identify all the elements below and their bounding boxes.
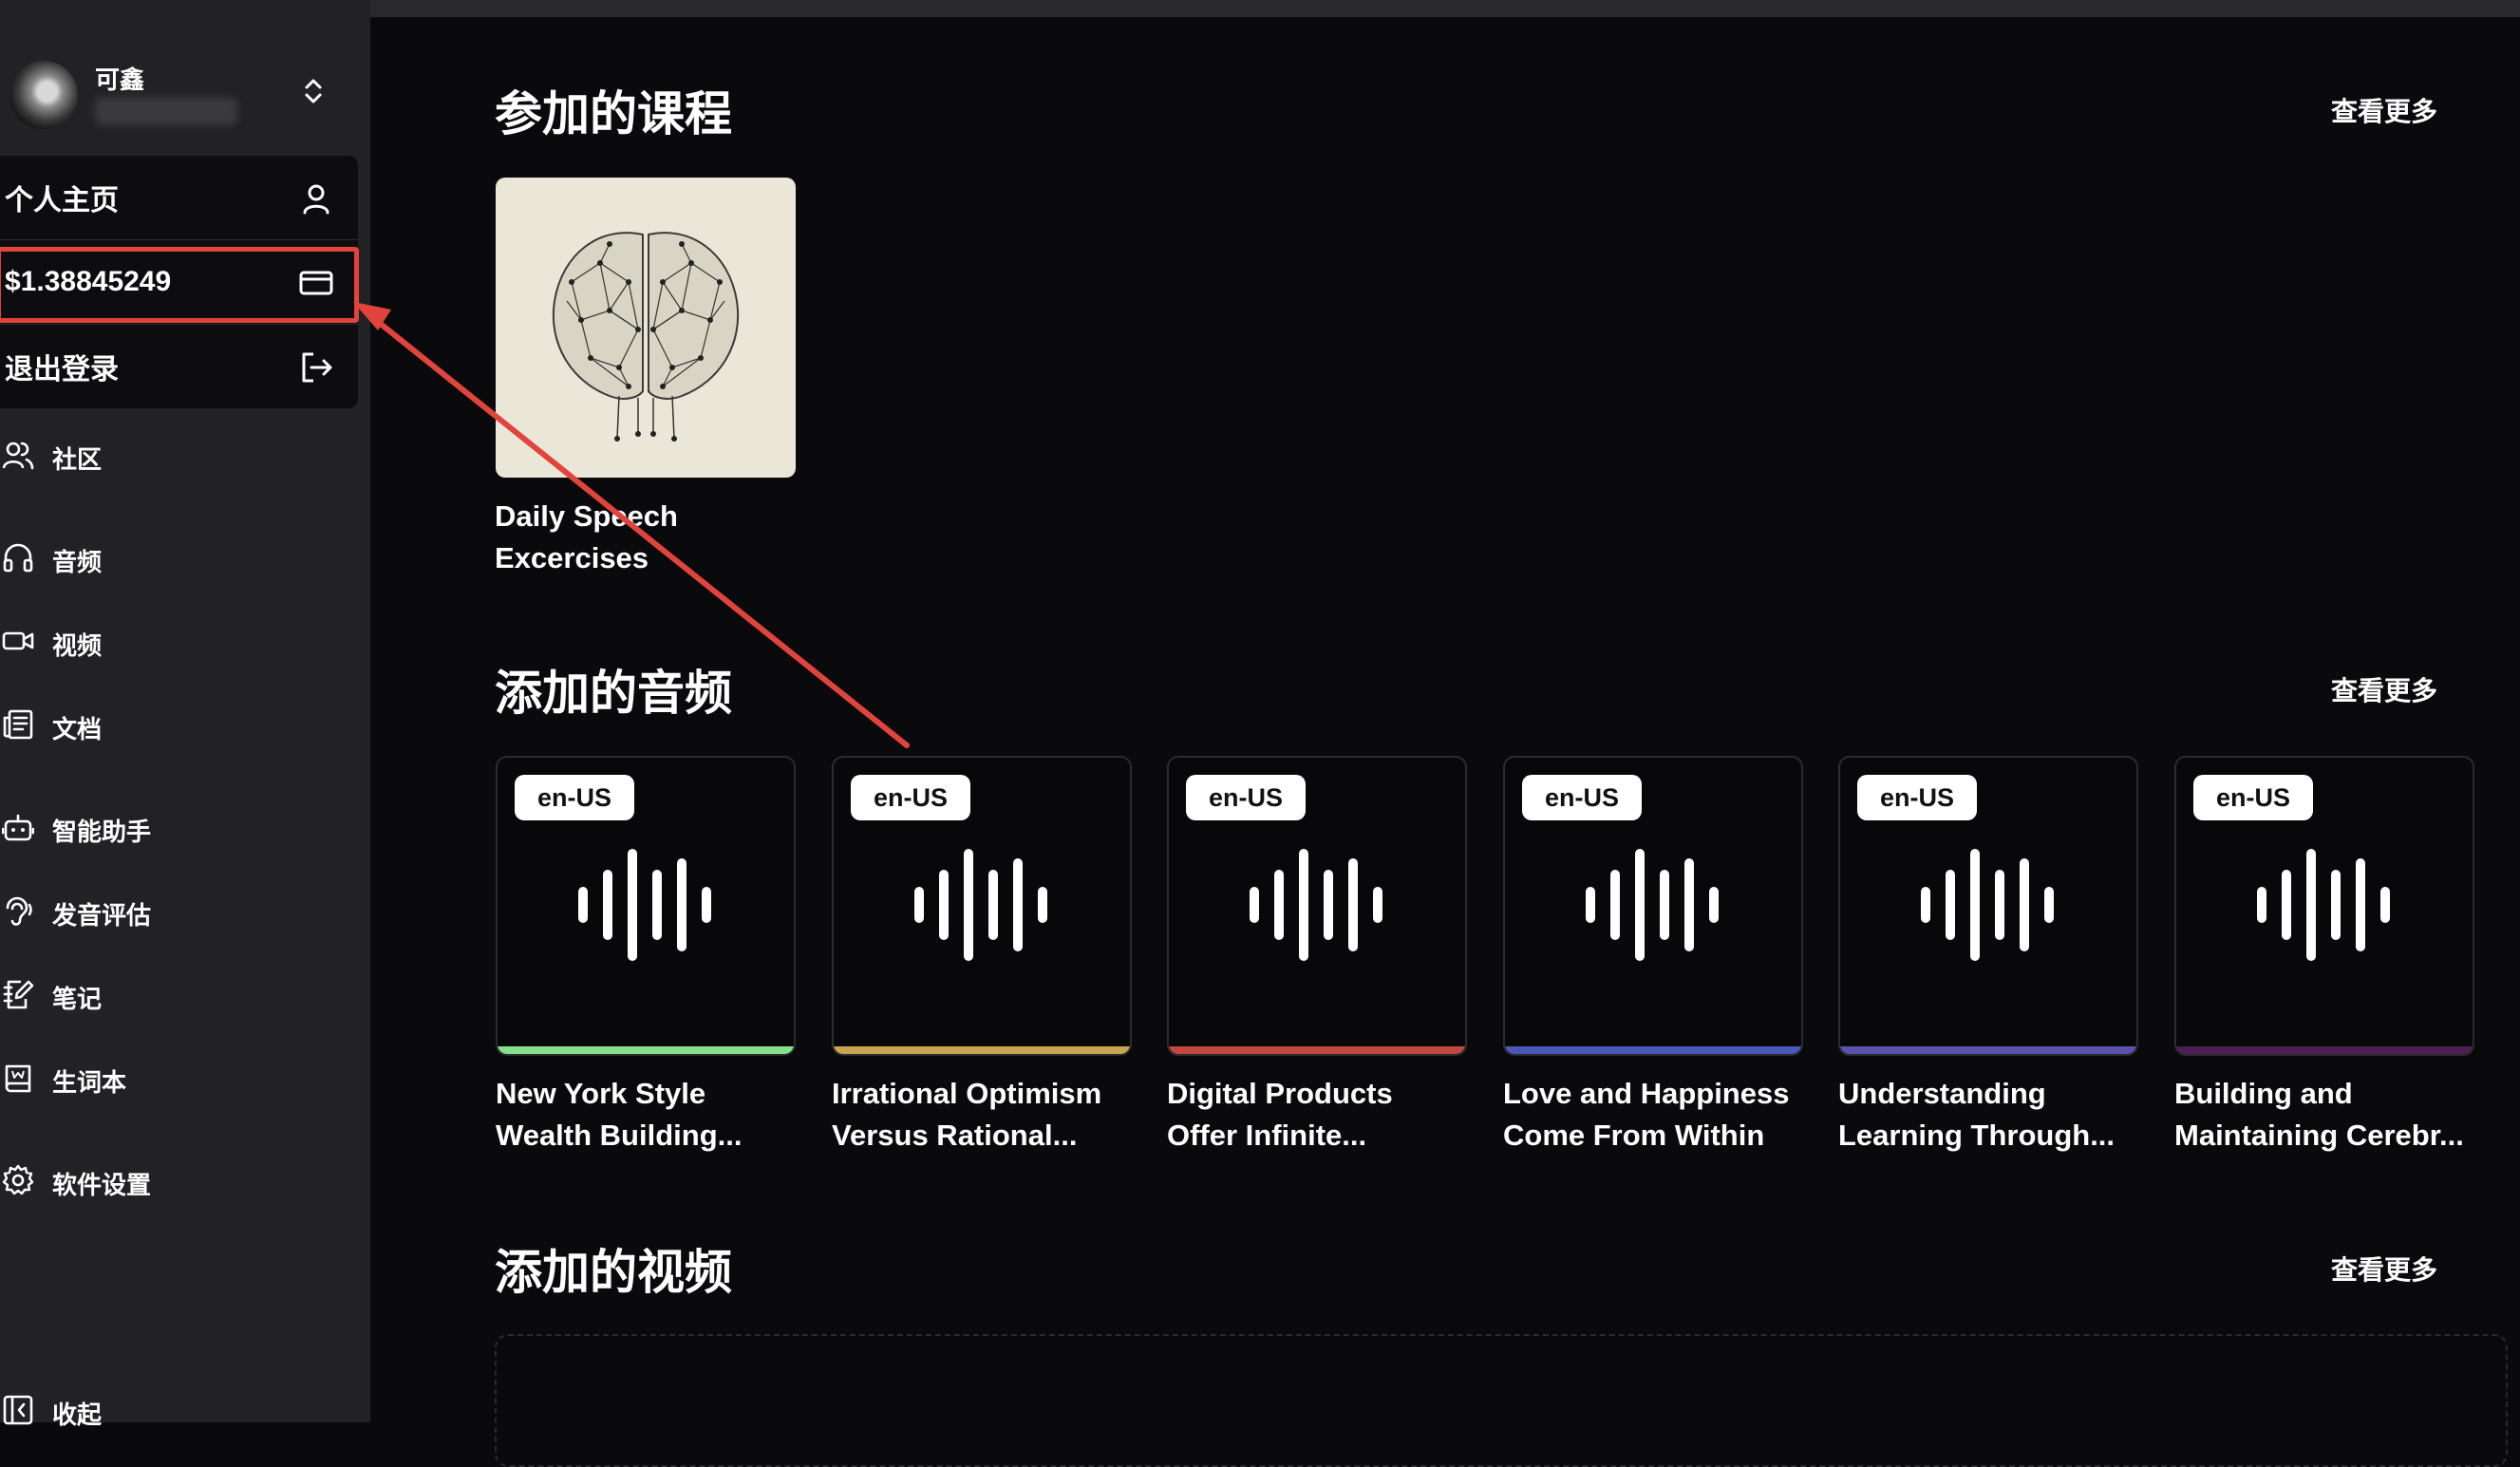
nav-video-label: 视频 <box>52 631 103 660</box>
audio-title[interactable]: Building and Maintaining Cerebr... <box>2174 1077 2464 1152</box>
nav-vocabulary-label: 生词本 <box>52 1068 127 1097</box>
nav-notes[interactable]: 笔记 <box>0 970 361 1018</box>
course-card-thumbnail[interactable] <box>496 178 796 478</box>
audio-title[interactable]: Irrational Optimism Versus Rational... <box>832 1077 1102 1152</box>
nav-video[interactable]: 视频 <box>0 617 361 665</box>
nav-documents-label: 文档 <box>52 715 103 743</box>
audio-title[interactable]: Love and Happiness Come From Within <box>1503 1077 1790 1152</box>
logout-label: 退出登录 <box>5 354 119 386</box>
nav-community-label: 社区 <box>52 445 103 474</box>
menu-divider <box>0 324 358 325</box>
card-accent-bar <box>1169 1046 1465 1054</box>
audio-waveform-icon <box>578 849 711 961</box>
logout-menu-item[interactable]: 退出登录 <box>0 325 358 408</box>
avatar[interactable] <box>9 61 78 129</box>
nav-settings-label: 软件设置 <box>52 1171 152 1199</box>
card-accent-bar <box>498 1046 794 1054</box>
audio-title[interactable]: Digital Products Offer Infinite... <box>1167 1077 1393 1152</box>
nav-notes-label: 笔记 <box>52 985 103 1013</box>
audio-waveform-icon <box>1586 849 1719 961</box>
audio-card[interactable]: en-US <box>1503 756 1803 1056</box>
nav-pronunciation-label: 发音评估 <box>52 901 152 930</box>
nav-assistant-label: 智能助手 <box>52 818 152 846</box>
sidebar-collapse-icon <box>3 1395 33 1425</box>
newspaper-icon <box>3 709 33 740</box>
nav-audio-label: 音频 <box>52 548 103 576</box>
language-badge: en-US <box>1522 775 1643 820</box>
card-accent-bar <box>1840 1046 2136 1054</box>
audio-card[interactable]: en-US <box>832 756 1132 1056</box>
bot-icon <box>2 814 34 841</box>
collapse-label: 收起 <box>52 1401 103 1429</box>
videos-see-more-link[interactable]: 查看更多 <box>2331 1255 2438 1285</box>
logout-icon <box>302 352 332 383</box>
audio-title[interactable]: New York Style Wealth Building... <box>496 1077 743 1152</box>
language-badge: en-US <box>851 775 971 820</box>
collapse-sidebar-button[interactable]: 收起 <box>0 1386 361 1434</box>
menu-divider <box>0 239 358 240</box>
annotation-arrow <box>353 302 910 748</box>
users-icon <box>2 442 34 470</box>
user-icon <box>303 184 329 215</box>
notebook-pen-icon <box>3 980 34 1009</box>
card-accent-bar <box>834 1046 1130 1054</box>
language-badge: en-US <box>1186 775 1307 820</box>
nav-pronunciation[interactable]: 发音评估 <box>0 887 361 934</box>
headphones-icon <box>3 543 33 573</box>
user-menu: 个人主页 $1.38845249 退出登录 <box>0 156 358 408</box>
audio-card[interactable]: en-US <box>1167 756 1467 1056</box>
videos-section-title: 添加的视频 <box>495 1246 732 1299</box>
audios-section-title: 添加的音频 <box>495 667 732 720</box>
credit-card-icon <box>299 271 333 295</box>
video-list-empty-placeholder <box>495 1334 2508 1467</box>
nav-audio[interactable]: 音频 <box>0 534 361 581</box>
balance-menu-item[interactable]: $1.38845249 <box>0 240 358 324</box>
profile-menu-item[interactable]: 个人主页 <box>0 156 358 239</box>
user-email-blurred <box>95 97 237 125</box>
card-accent-bar <box>1505 1046 1801 1054</box>
language-badge: en-US <box>2193 775 2314 820</box>
course-title[interactable]: Daily Speech Excercises <box>495 499 678 574</box>
balance-value: $1.38845249 <box>5 266 172 297</box>
chevron-up-down-icon[interactable] <box>294 72 332 110</box>
audio-card[interactable]: en-US <box>496 756 796 1056</box>
book-icon <box>5 1064 31 1093</box>
nav-vocabulary[interactable]: 生词本 <box>0 1054 361 1101</box>
courses-see-more-link[interactable]: 查看更多 <box>2331 97 2438 126</box>
ear-icon <box>6 896 32 926</box>
gear-icon <box>2 1164 34 1195</box>
courses-section-title: 参加的课程 <box>495 87 732 141</box>
audio-waveform-icon <box>2257 849 2390 961</box>
sidebar: 可鑫 个人主页 $1.38845249 退出登录 <box>0 0 370 1429</box>
audio-card[interactable]: en-US <box>2174 756 2474 1056</box>
balance-highlight-annotation <box>0 247 359 323</box>
profile-label: 个人主页 <box>5 185 119 216</box>
card-accent-bar <box>2176 1046 2473 1054</box>
audio-waveform-icon <box>1250 849 1382 961</box>
audios-see-more-link[interactable]: 查看更多 <box>2331 676 2438 705</box>
audio-waveform-icon <box>914 849 1047 961</box>
nav-settings[interactable]: 软件设置 <box>0 1157 361 1204</box>
audio-waveform-icon <box>1921 849 2054 961</box>
language-badge: en-US <box>515 775 635 820</box>
nav-documents[interactable]: 文档 <box>0 701 361 748</box>
brain-network-illustration <box>552 232 740 442</box>
audio-card[interactable]: en-US <box>1838 756 2138 1056</box>
nav-assistant[interactable]: 智能助手 <box>0 803 361 851</box>
video-camera-icon <box>2 631 34 650</box>
user-switcher[interactable]: 可鑫 <box>9 59 332 131</box>
nav-community[interactable]: 社区 <box>0 431 361 479</box>
window-top-bar <box>370 0 2520 17</box>
audio-title[interactable]: Understanding Learning Through... <box>1838 1077 2116 1152</box>
user-name: 可鑫 <box>95 66 145 94</box>
language-badge: en-US <box>1857 775 1978 820</box>
